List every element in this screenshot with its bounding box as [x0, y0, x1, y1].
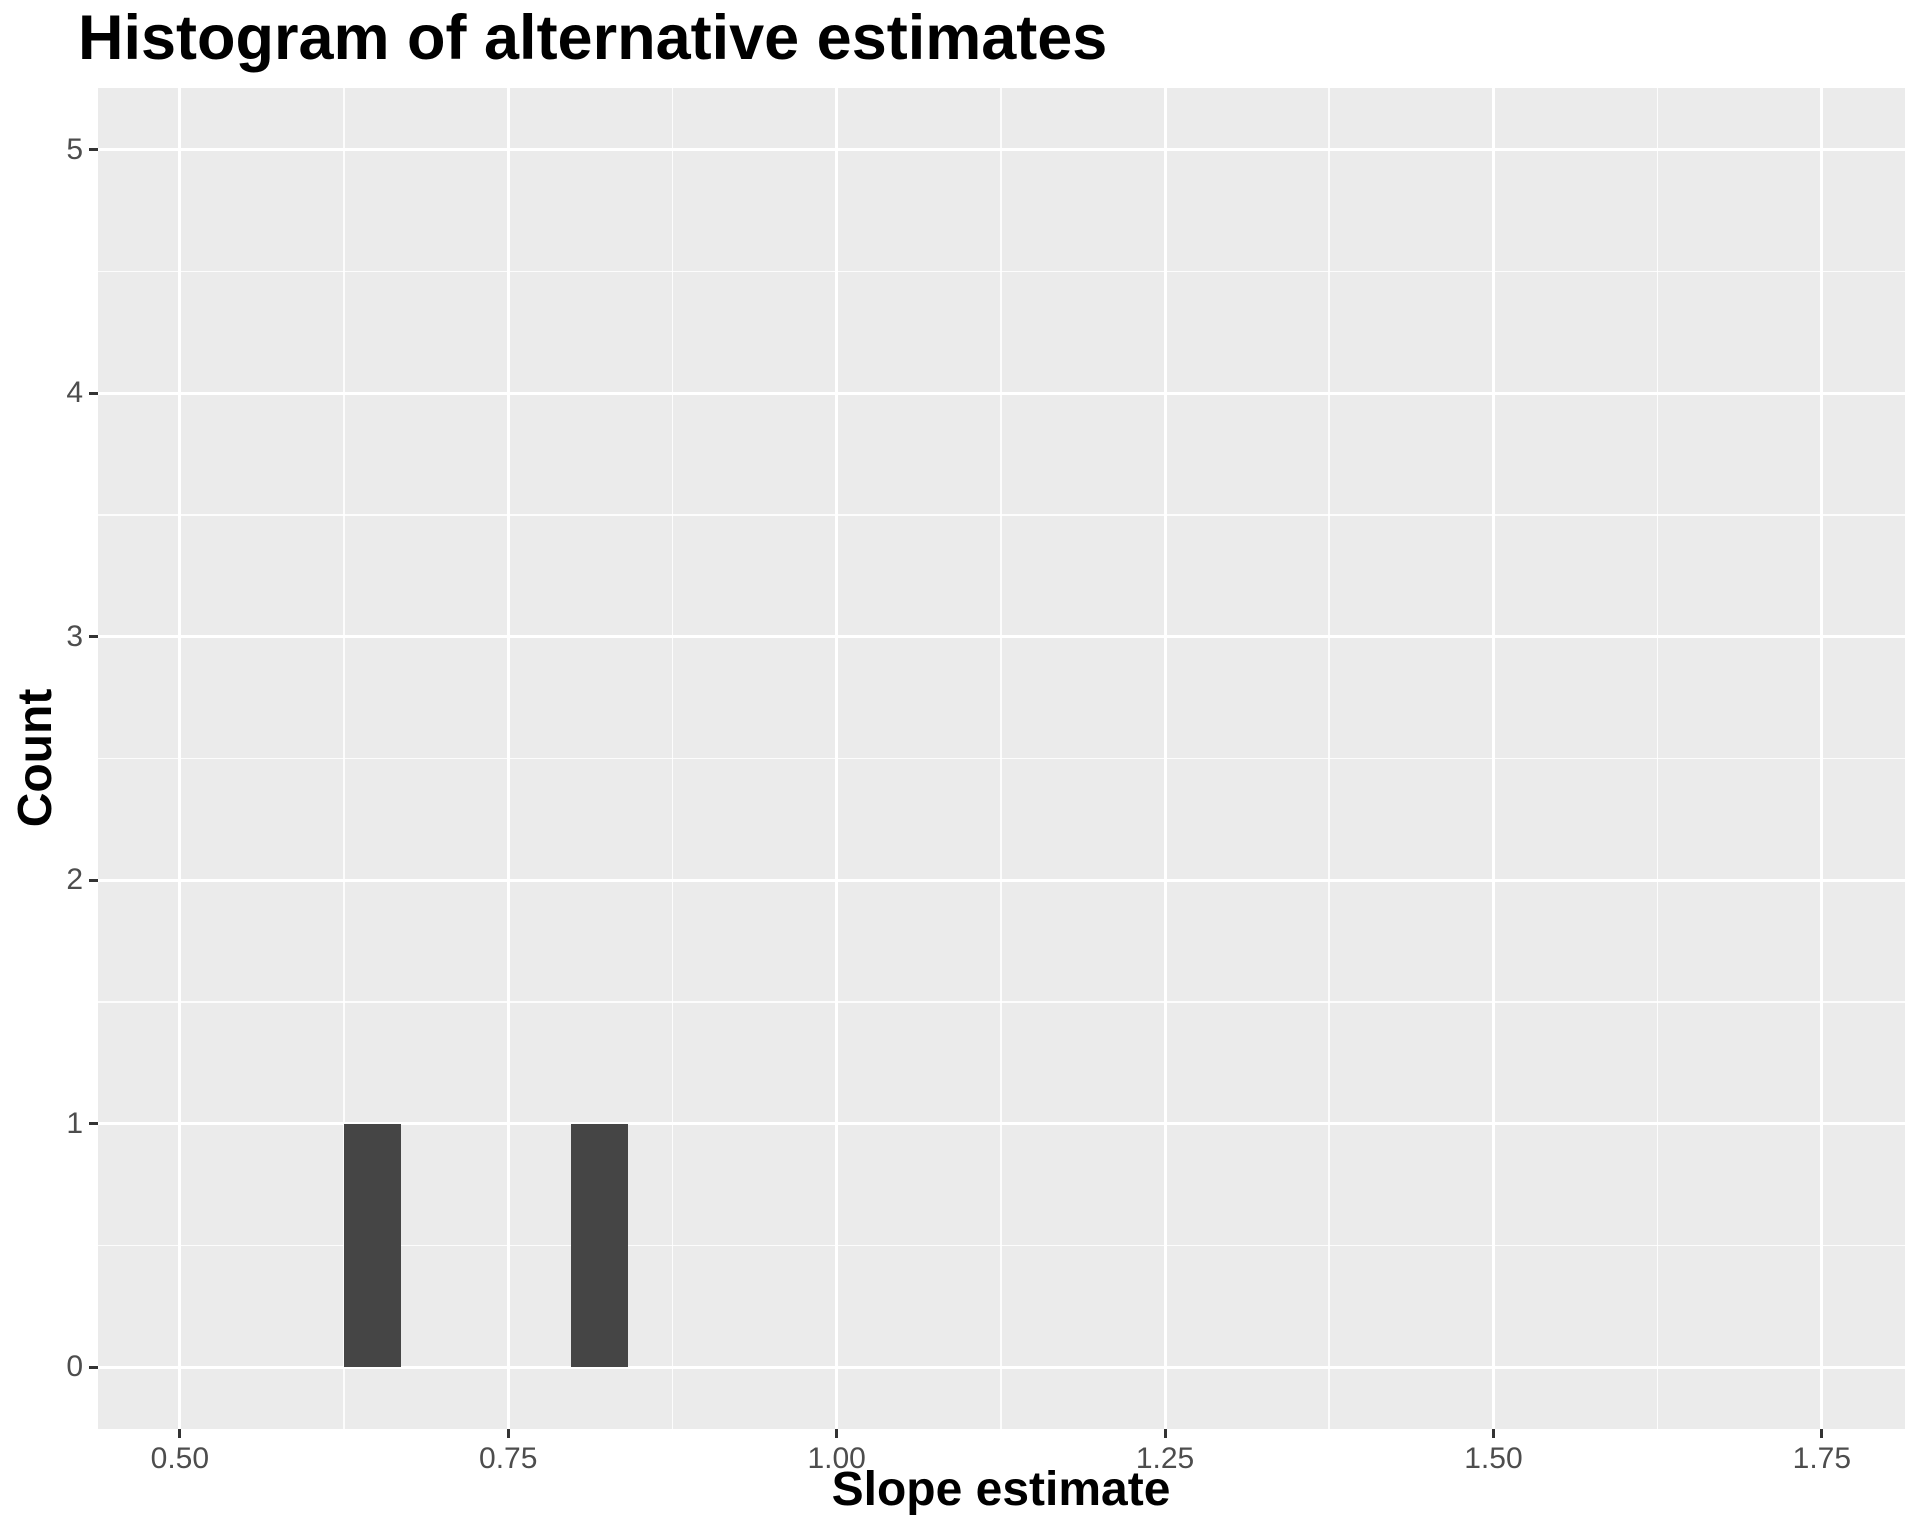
histogram-bar: [344, 1123, 401, 1368]
y-tick-mark: [89, 1365, 98, 1369]
x-tick-mark: [835, 1429, 839, 1438]
y-major-gridline: [98, 1122, 1905, 1126]
x-minor-gridline: [671, 88, 674, 1429]
y-tick-label: 0: [66, 1350, 83, 1384]
x-tick-label: 1.75: [1792, 1442, 1852, 1475]
y-tick-label: 2: [66, 863, 83, 897]
x-major-gridline: [506, 88, 510, 1429]
x-tick-label: 0.50: [150, 1442, 210, 1475]
x-major-gridline: [1491, 88, 1495, 1429]
x-tick-mark: [1491, 1429, 1495, 1438]
x-tick-label: 1.50: [1464, 1442, 1523, 1475]
x-tick-mark: [506, 1429, 510, 1438]
y-tick-mark: [89, 878, 98, 882]
x-tick-label: 0.75: [479, 1442, 538, 1475]
x-tick-mark: [1820, 1429, 1824, 1438]
x-tick-mark: [178, 1429, 182, 1438]
x-tick-label: 1.00: [807, 1442, 866, 1475]
x-tick-mark: [1163, 1429, 1167, 1438]
y-tick-label: 5: [66, 132, 83, 166]
x-major-gridline: [178, 88, 182, 1429]
plot-panel: [98, 88, 1905, 1429]
y-major-gridline: [98, 148, 1905, 152]
y-tick-label: 1: [66, 1106, 83, 1140]
x-minor-gridline: [1656, 88, 1659, 1429]
y-major-gridline: [98, 391, 1905, 395]
histogram-bar: [571, 1123, 628, 1368]
y-major-gridline: [98, 878, 1905, 882]
x-minor-gridline: [1000, 88, 1002, 1429]
x-minor-gridline: [1328, 88, 1330, 1429]
x-major-gridline: [1163, 88, 1167, 1429]
y-tick-mark: [89, 148, 98, 152]
y-tick-label: 4: [66, 376, 83, 410]
x-minor-gridline: [343, 88, 345, 1429]
x-major-gridline: [835, 88, 839, 1429]
y-tick-mark: [89, 391, 98, 395]
plot-title: Histogram of alternative estimates: [78, 3, 1108, 73]
x-tick-label: 1.25: [1135, 1442, 1195, 1475]
y-tick-label: 3: [66, 619, 83, 653]
y-axis-title: Count: [9, 688, 62, 828]
y-tick-mark: [89, 1122, 98, 1126]
y-major-gridline: [98, 1365, 1905, 1369]
y-major-gridline: [98, 635, 1905, 639]
y-tick-mark: [89, 635, 98, 639]
x-axis-title: Slope estimate: [831, 1463, 1171, 1516]
x-major-gridline: [1820, 88, 1824, 1429]
